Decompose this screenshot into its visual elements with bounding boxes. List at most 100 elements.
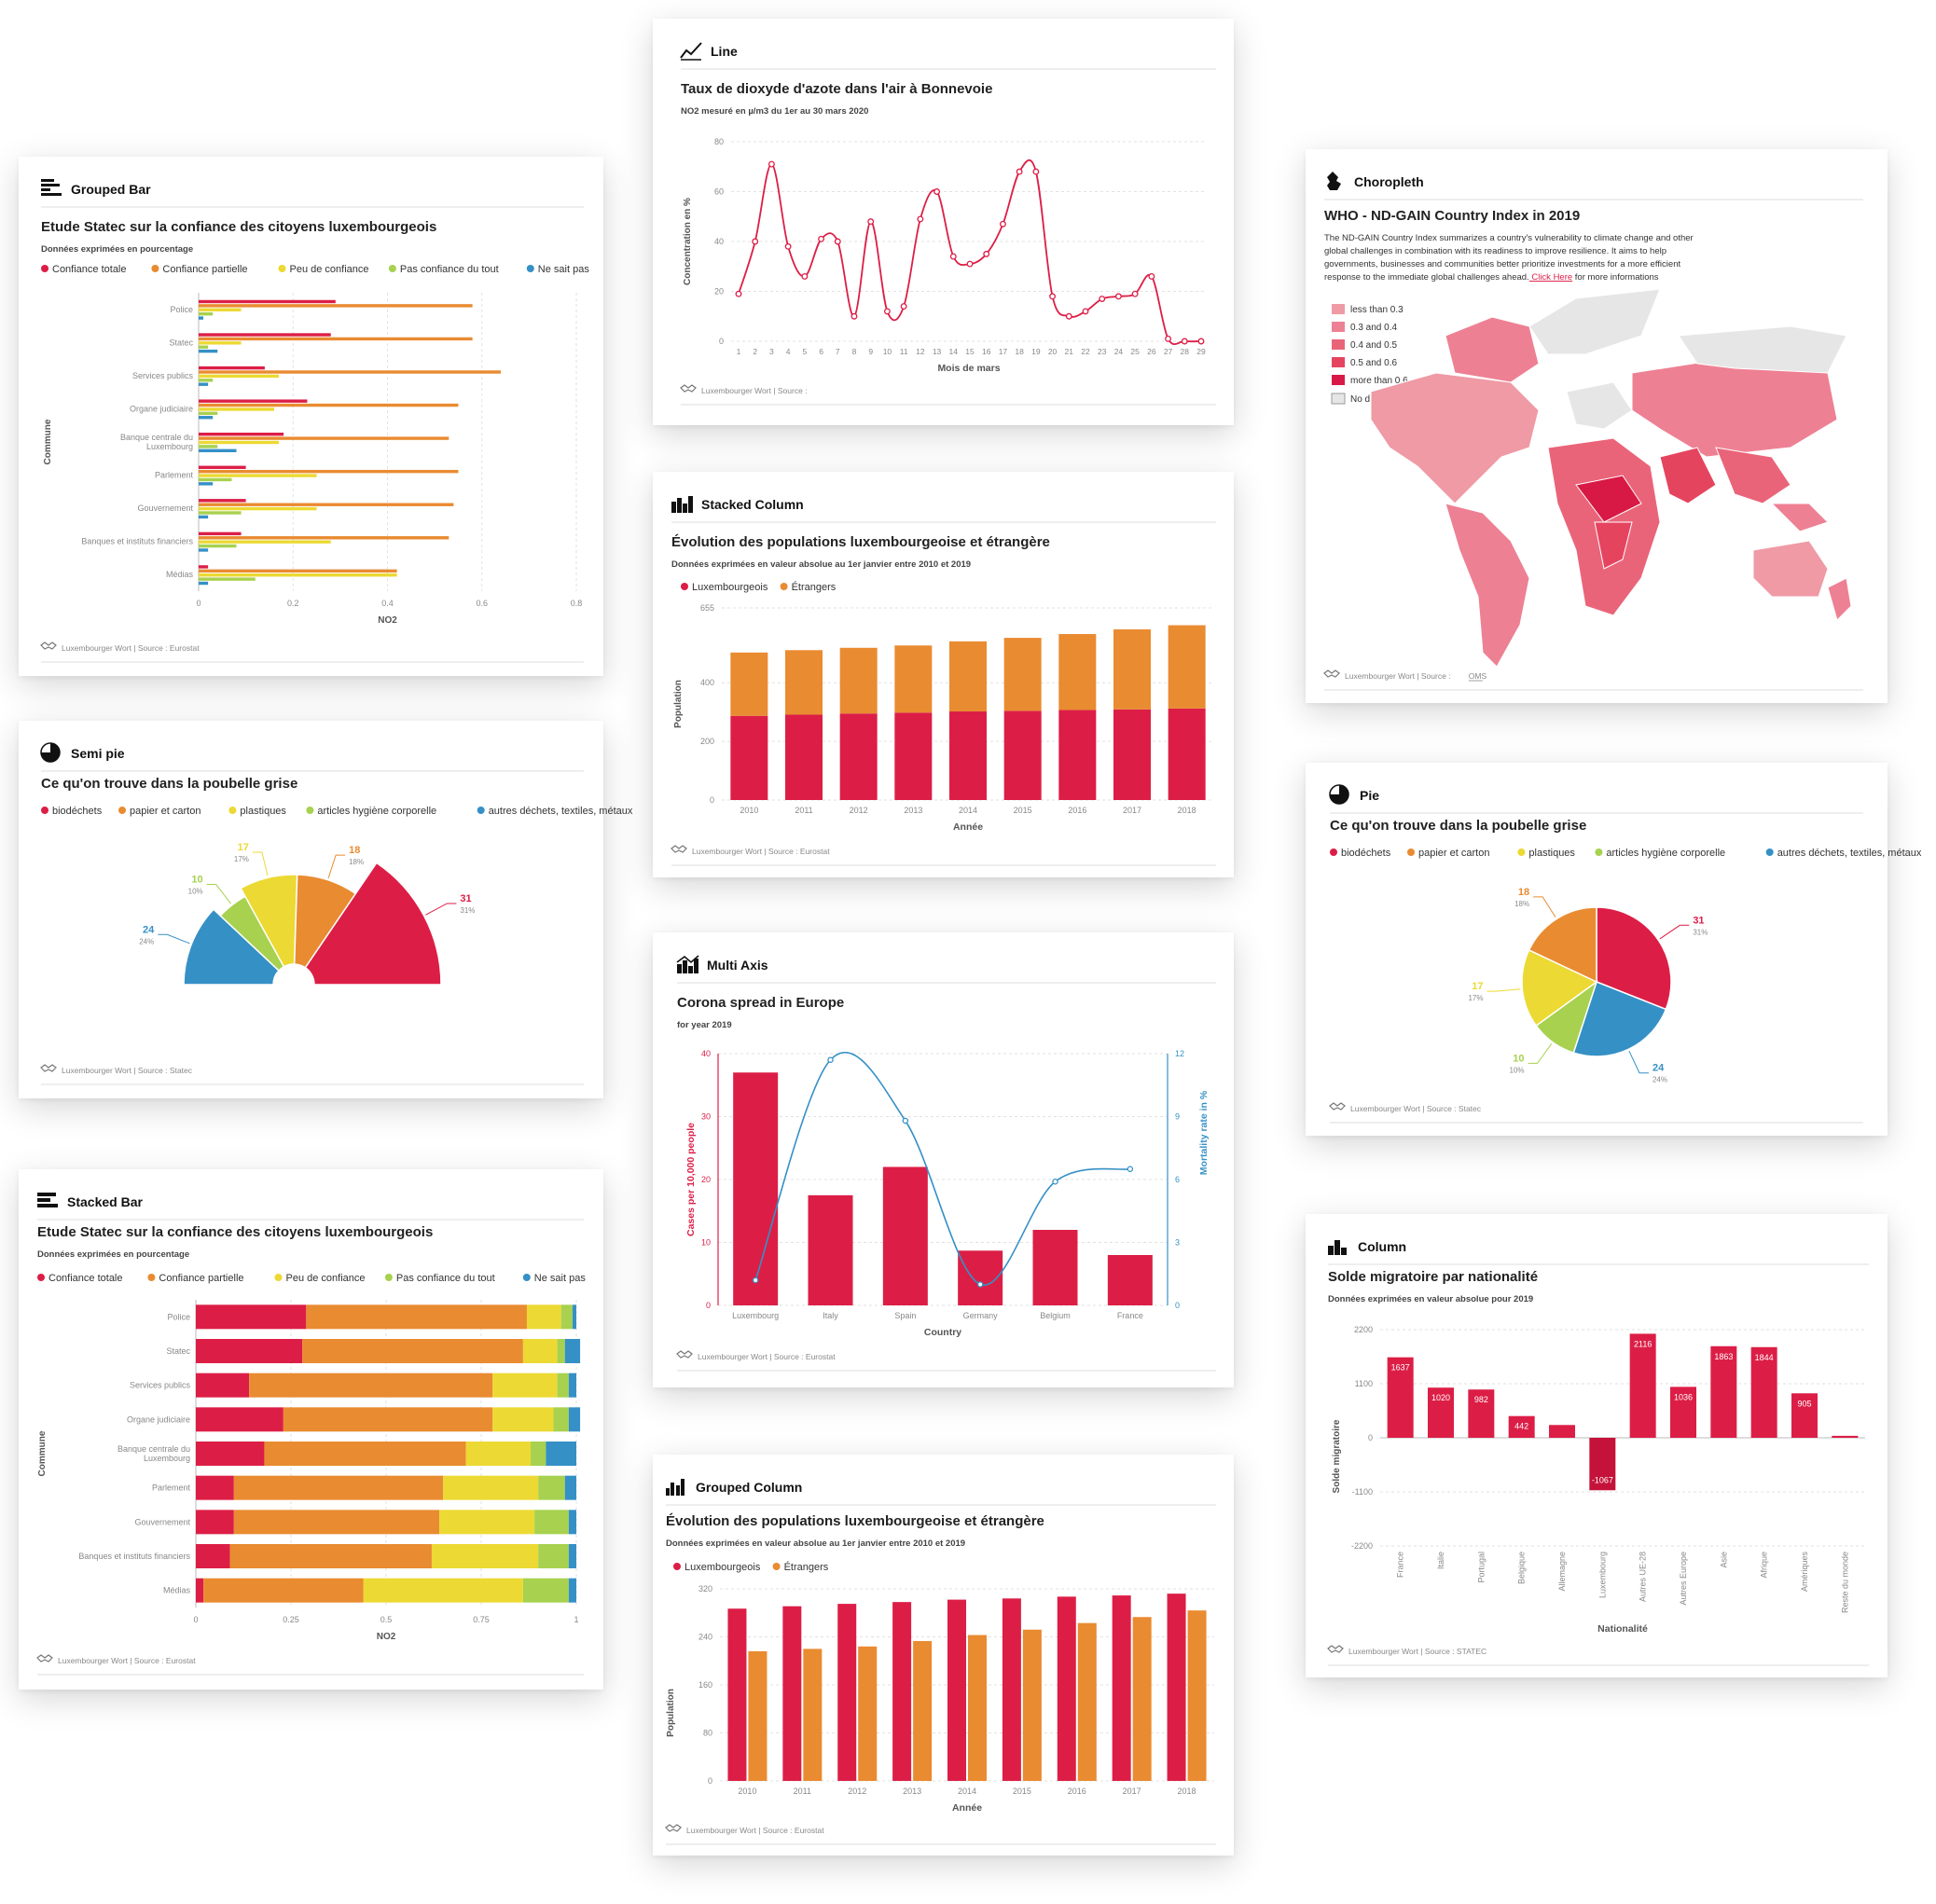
x-tick-label: 0.5 bbox=[380, 1615, 393, 1624]
x-tick-label: 2010 bbox=[738, 1787, 756, 1796]
bar-segment bbox=[785, 650, 823, 715]
data-point bbox=[1131, 290, 1139, 297]
bar-segment bbox=[196, 1373, 250, 1398]
y2-tick-label: 3 bbox=[1175, 1238, 1180, 1248]
data-point bbox=[949, 253, 957, 260]
bar-segment bbox=[1058, 710, 1097, 800]
bar bbox=[199, 506, 317, 511]
description-line: The ND-GAIN Country Index summarizes a c… bbox=[1324, 233, 1694, 243]
bar bbox=[199, 304, 473, 308]
legend-item: Confiance partielle bbox=[162, 264, 247, 275]
bar-segment bbox=[196, 1510, 234, 1535]
bar-segment bbox=[534, 1510, 569, 1535]
data-point bbox=[1197, 338, 1205, 345]
bar bbox=[782, 1606, 802, 1781]
after-link: for more informations bbox=[1572, 272, 1659, 283]
footer: Luxembourger Wort | Source : bbox=[680, 384, 1216, 406]
card-header: Grouped Column bbox=[666, 1479, 1216, 1506]
bar-segment bbox=[492, 1407, 554, 1432]
legend-marker bbox=[118, 807, 126, 814]
footer-source: Luxembourger Wort | Source : Eurostat bbox=[62, 643, 200, 653]
x-tick-label: 11 bbox=[900, 347, 908, 356]
bar-segment bbox=[949, 641, 987, 712]
handshake-icon bbox=[1329, 1102, 1346, 1111]
bar-segment bbox=[196, 1339, 303, 1363]
y-tick-label: Parlement bbox=[155, 471, 194, 480]
x-tick-label: 4 bbox=[786, 347, 791, 356]
x-tick-label: 0 bbox=[196, 599, 201, 608]
legend-item: 0.3 and 0.4 bbox=[1350, 323, 1397, 333]
bar-segment bbox=[196, 1407, 283, 1432]
icon-part bbox=[1341, 1248, 1347, 1255]
x-tick-label: 0.6 bbox=[476, 599, 488, 608]
bar bbox=[1428, 1387, 1454, 1438]
y-tick-label: 80 bbox=[714, 137, 724, 146]
pie-slice bbox=[183, 908, 281, 986]
legend-item: Confiance totale bbox=[48, 1273, 123, 1284]
bar-segment bbox=[1168, 708, 1206, 800]
bar-segment bbox=[439, 1510, 535, 1535]
footer: Luxembourger Wort | Source : Eurostat bbox=[40, 642, 584, 663]
bar-segment bbox=[264, 1442, 466, 1466]
card-line: Line Taux de dioxyde d'azote dans l'air à… bbox=[653, 19, 1234, 425]
y-tick-label: 60 bbox=[714, 187, 724, 197]
bar bbox=[199, 308, 242, 311]
card-grouped-column: Grouped Column Évolution des populations … bbox=[653, 1455, 1234, 1856]
description-line: governments, businesses and communities … bbox=[1324, 259, 1680, 269]
handshake-icon bbox=[36, 1654, 53, 1663]
x-axis-title: NO2 bbox=[378, 615, 397, 626]
y-tick-label: 40 bbox=[714, 237, 724, 246]
bar bbox=[199, 577, 256, 581]
x-tick-label: 18 bbox=[1015, 347, 1024, 356]
x-tick-label: 2011 bbox=[794, 1787, 811, 1796]
bar bbox=[199, 374, 280, 379]
x-tick-label: 2010 bbox=[740, 806, 758, 815]
legend-item: Étrangers bbox=[784, 1561, 829, 1573]
bar-segment bbox=[522, 1339, 558, 1363]
x-tick-label: 1 bbox=[737, 347, 741, 356]
legend-marker bbox=[274, 1274, 283, 1281]
x-tick-label: 2 bbox=[753, 347, 757, 356]
data-point bbox=[850, 312, 858, 320]
bar bbox=[958, 1250, 1003, 1305]
icon-part bbox=[37, 1193, 56, 1196]
card-header-title: Pie bbox=[1360, 788, 1379, 803]
x-tick-label: 0.4 bbox=[381, 599, 394, 608]
bar-segment bbox=[249, 1373, 493, 1398]
icon-part bbox=[41, 188, 50, 191]
bar-segment bbox=[196, 1304, 307, 1330]
data-label: 1637 bbox=[1391, 1363, 1410, 1373]
country-region bbox=[1659, 447, 1717, 504]
icon-part bbox=[1334, 1240, 1340, 1255]
icon-part bbox=[676, 955, 699, 964]
bar bbox=[199, 573, 397, 577]
legend-swatch bbox=[1331, 393, 1346, 405]
legend-item: biodéchets bbox=[52, 806, 103, 817]
x-tick-label: 0.2 bbox=[287, 599, 299, 608]
y-axis-title: Population bbox=[666, 1689, 676, 1737]
card-header: Column bbox=[1328, 1239, 1869, 1265]
y-tick-label: Organe judiciaire bbox=[127, 1414, 190, 1424]
bar-segment bbox=[522, 1578, 569, 1603]
legend-swatch bbox=[1332, 357, 1345, 367]
card-header-title: Line bbox=[711, 44, 738, 59]
y-tick-label: 160 bbox=[698, 1680, 712, 1690]
chart-title: Corona spread in Europe bbox=[677, 995, 844, 1011]
legend-marker bbox=[278, 265, 286, 272]
data-point bbox=[735, 290, 742, 297]
data-point bbox=[801, 273, 809, 280]
x-tick-label: 28 bbox=[1181, 347, 1190, 356]
data-label: 24 bbox=[143, 924, 155, 935]
x-tick-label: 1 bbox=[574, 1615, 578, 1624]
x-tick-label: 22 bbox=[1081, 347, 1090, 356]
x-tick-label: 6 bbox=[819, 347, 823, 356]
bar bbox=[733, 1072, 779, 1305]
footer: Luxembourger Wort | Source : Eurostat bbox=[36, 1654, 584, 1676]
data-label: 442 bbox=[1514, 1422, 1528, 1431]
description: The ND-GAIN Country Index summarizes a c… bbox=[1324, 233, 1694, 283]
series-line bbox=[738, 159, 1202, 346]
card-header-title: Choropleth bbox=[1354, 174, 1424, 189]
bar bbox=[808, 1194, 853, 1305]
bar-segment bbox=[557, 1373, 569, 1398]
bar-segment bbox=[564, 1339, 581, 1363]
